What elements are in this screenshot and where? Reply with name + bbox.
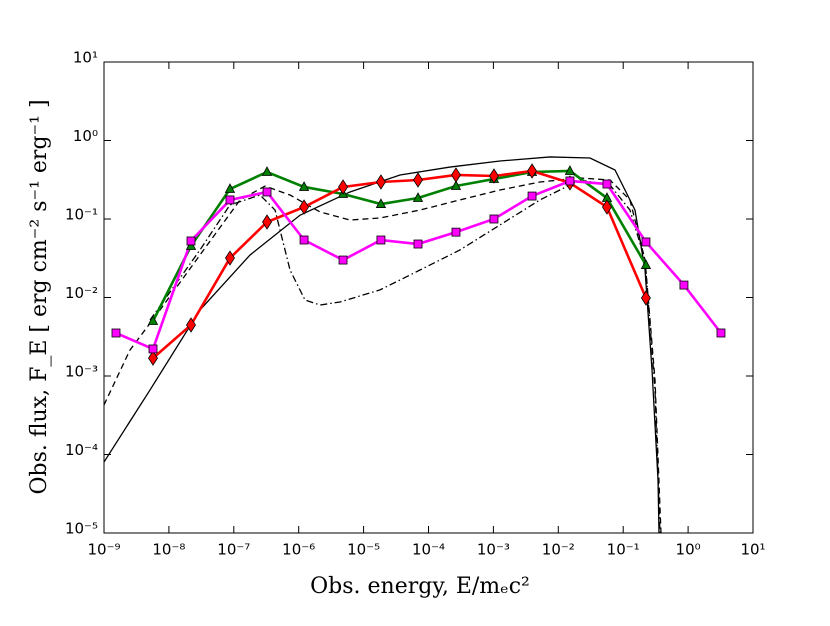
square-marker — [111, 328, 121, 338]
triangle-marker — [224, 183, 236, 193]
x-tick-label: 10⁻⁵ — [347, 541, 380, 559]
diamond-marker — [186, 317, 196, 333]
series-line — [151, 169, 648, 322]
diamond-marker — [527, 163, 538, 179]
square-marker — [641, 237, 651, 247]
diamond-marker — [375, 174, 386, 190]
triangle-marker — [640, 259, 652, 269]
diamond-marker — [262, 214, 272, 230]
triangle-marker — [261, 166, 273, 176]
series-line — [104, 177, 662, 533]
diamond-marker — [601, 199, 612, 215]
square-marker — [413, 239, 423, 249]
x-tick-label: 10⁻¹ — [607, 541, 640, 559]
triangle-marker — [564, 165, 576, 175]
square-marker — [716, 328, 726, 338]
y-tick-label: 10⁻² — [65, 284, 98, 302]
triangle-marker — [412, 192, 424, 202]
triangle-marker — [298, 181, 310, 191]
y-tick-label: 10⁰ — [73, 127, 98, 145]
diamond-marker — [413, 172, 423, 188]
diamond-marker — [338, 179, 349, 195]
square-marker — [451, 227, 461, 237]
square-marker — [565, 176, 575, 186]
square-marker — [338, 255, 348, 265]
x-tick-label: 10⁻⁷ — [217, 541, 250, 559]
y-tick-label: 10⁻⁴ — [65, 441, 98, 459]
diamond-marker — [224, 250, 235, 266]
plot-area — [104, 62, 753, 533]
series-line — [152, 169, 648, 360]
x-tick-label: 10⁻⁶ — [282, 541, 315, 559]
square-marker — [489, 214, 499, 224]
square-marker — [679, 280, 689, 290]
square-marker — [527, 191, 537, 201]
y-tick-label: 10¹ — [73, 49, 98, 67]
diamond-marker — [640, 290, 651, 306]
square-marker — [186, 236, 196, 246]
diamond-marker — [148, 350, 158, 366]
x-tick-label: 10⁻⁴ — [412, 541, 445, 559]
ticks: 10⁻⁹ 10⁻⁸ 10⁻⁷ 10⁻⁶ 10⁻⁵ 10⁻⁴ 10⁻³ 10⁻² 10⁻¹ 10⁰ 1… — [65, 49, 766, 559]
x-tick-label: 10⁻⁹ — [87, 541, 120, 559]
y-tick-label: 10⁻³ — [65, 363, 98, 381]
x-axis-label: Obs. energy, E/mₑc² — [310, 574, 530, 599]
markers — [111, 163, 726, 366]
diamond-marker — [299, 199, 310, 215]
x-tick-label: 10⁻² — [542, 541, 575, 559]
square-marker — [299, 235, 309, 245]
square-marker — [148, 344, 158, 354]
x-tick-label: 10⁻⁸ — [152, 541, 185, 559]
y-axis-label: Obs. flux, F_E [ erg cm⁻² s⁻¹ erg⁻¹ ] — [27, 99, 52, 494]
square-marker — [376, 235, 386, 245]
diamond-marker — [488, 168, 499, 184]
y-tick-label: 10⁻⁵ — [65, 520, 98, 538]
triangle-marker — [147, 315, 159, 325]
square-marker — [225, 195, 235, 205]
triangle-marker — [450, 180, 462, 190]
diamond-marker — [450, 167, 461, 183]
triangle-marker — [375, 198, 387, 208]
square-marker — [602, 179, 612, 189]
x-tick-label: 10¹ — [740, 541, 765, 559]
x-tick-label: 10⁻³ — [477, 541, 510, 559]
y-tick-label: 10⁻¹ — [65, 206, 98, 224]
series-line — [149, 179, 661, 533]
square-marker — [262, 187, 272, 197]
x-tick-label: 10⁰ — [676, 541, 701, 559]
